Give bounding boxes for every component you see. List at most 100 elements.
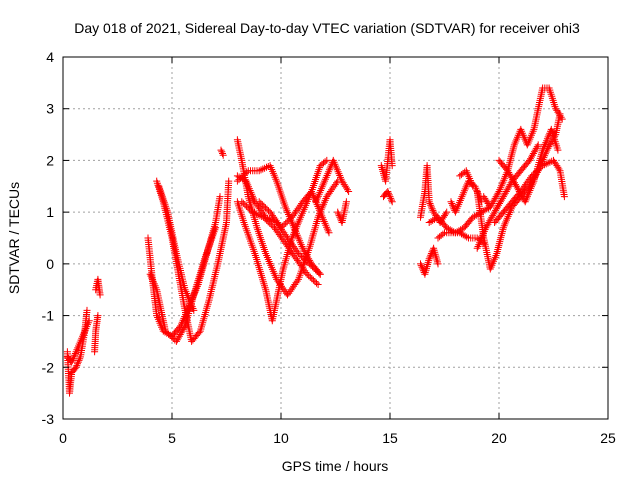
data-point <box>225 177 233 185</box>
data-point <box>542 160 550 168</box>
data-point <box>527 185 535 193</box>
data-point <box>244 204 252 212</box>
data-point <box>263 216 271 224</box>
x-tick-label: 0 <box>59 430 67 446</box>
data-point <box>533 143 541 151</box>
data-point <box>477 235 485 243</box>
data-point <box>264 218 272 226</box>
data-point <box>238 173 246 181</box>
data-point <box>321 158 329 166</box>
data-point <box>243 168 251 176</box>
y-tick-label: 2 <box>46 152 54 168</box>
data-point <box>439 230 447 238</box>
y-axis-label: SDTVAR / TECUs <box>6 182 22 294</box>
data-point <box>442 210 450 218</box>
data-point <box>417 260 424 268</box>
data-point <box>333 179 340 187</box>
data-point <box>448 200 456 207</box>
data-point <box>306 273 314 281</box>
data-point <box>294 233 302 241</box>
data-point <box>260 213 268 221</box>
data-point <box>241 170 249 178</box>
data-point <box>333 164 340 172</box>
data-point <box>539 162 547 170</box>
data-point <box>503 216 510 224</box>
data-point <box>255 198 263 206</box>
data-point <box>303 270 311 278</box>
data-point <box>71 351 79 359</box>
data-point <box>311 278 319 286</box>
data-point <box>246 205 253 213</box>
data-point <box>251 209 258 217</box>
data-point <box>541 140 549 148</box>
y-tick-label: -3 <box>42 411 55 427</box>
data-point <box>554 146 562 154</box>
data-point <box>335 212 343 220</box>
data-point <box>180 324 188 332</box>
axis-ticks <box>62 56 609 420</box>
data-point <box>540 161 548 169</box>
data-point <box>165 330 173 338</box>
data-point <box>216 193 224 201</box>
data-point <box>481 226 489 233</box>
data-point <box>249 208 257 216</box>
data-point <box>72 363 80 371</box>
data-point <box>298 243 306 250</box>
data-point <box>166 332 174 339</box>
data-point <box>314 194 321 202</box>
data-point <box>494 189 502 197</box>
x-tick-label: 20 <box>491 430 507 446</box>
data-point <box>219 151 227 159</box>
x-tick-labels: 0 5 10 15 20 25 <box>59 430 616 446</box>
data-point <box>293 277 301 285</box>
x-tick-label: 10 <box>273 430 289 446</box>
data-point <box>75 356 83 364</box>
data-point <box>443 208 451 216</box>
data-point <box>428 205 436 213</box>
data-point <box>449 201 456 209</box>
data-point <box>282 205 290 213</box>
data-point <box>190 306 198 314</box>
data-point <box>523 194 531 202</box>
y-tick-label: 4 <box>46 49 54 65</box>
data-point <box>305 272 313 280</box>
data-point <box>317 185 325 193</box>
data-point <box>313 279 320 287</box>
data-point <box>299 254 307 262</box>
data-point <box>418 263 426 271</box>
data-point <box>342 198 350 206</box>
data-point <box>325 229 333 237</box>
data-point <box>252 210 260 218</box>
data-point <box>345 188 353 195</box>
data-point <box>85 317 93 325</box>
data-point <box>73 362 81 370</box>
data-point <box>259 165 267 173</box>
data-point <box>212 224 220 232</box>
data-point <box>344 186 351 194</box>
data-point <box>218 148 226 156</box>
data-point <box>293 221 301 229</box>
data-point <box>195 329 203 337</box>
data-point <box>68 358 76 366</box>
data-point <box>242 202 250 210</box>
data-point <box>76 355 84 363</box>
data-point <box>385 191 393 199</box>
data-point <box>434 260 442 268</box>
data-point <box>321 175 329 183</box>
data-point <box>279 222 287 230</box>
data-point <box>245 183 252 191</box>
data-points <box>63 84 568 397</box>
data-point <box>219 150 226 157</box>
data-point <box>323 156 331 164</box>
data-point <box>334 208 342 216</box>
x-tick-label: 25 <box>600 430 616 446</box>
data-point <box>74 358 82 366</box>
data-point <box>447 198 455 206</box>
data-point <box>261 215 269 223</box>
data-point <box>426 253 434 261</box>
data-point <box>235 176 243 184</box>
data-point <box>425 255 433 263</box>
data-point <box>237 174 244 182</box>
